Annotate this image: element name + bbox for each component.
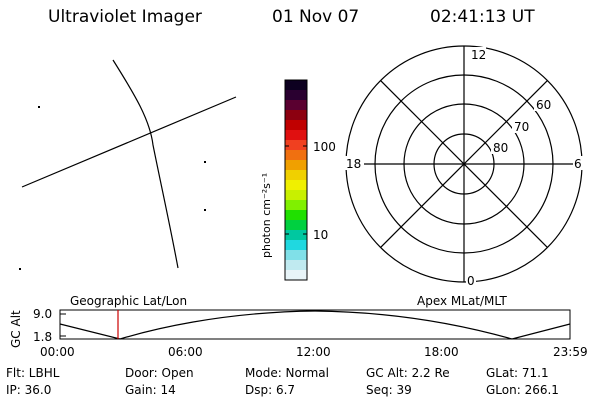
mlt-meridian <box>380 80 548 248</box>
filter-status: Flt: LBHL <box>6 366 60 380</box>
label-backing <box>491 140 509 154</box>
color-bar-segment <box>285 120 307 131</box>
apex-mlat-mlt-label: Apex MLat/MLT <box>417 294 507 308</box>
color-bar-segment <box>285 230 307 241</box>
mlt-label-0: 0 <box>467 274 475 286</box>
y-tick-label-bottom: 1.8 <box>33 330 52 344</box>
label-backing <box>466 275 476 286</box>
colorbar-tick-label: 10 <box>313 228 329 242</box>
label-backing <box>470 47 486 61</box>
label-backing <box>573 156 587 170</box>
date-label: 01 Nov 07 <box>272 7 360 27</box>
color-bar-segment <box>285 170 307 181</box>
color-bar-segment <box>285 220 307 231</box>
color-bar-segment <box>285 110 307 121</box>
geographic-image-panel <box>19 59 237 270</box>
color-bar-segment <box>285 160 307 171</box>
color-bar-segment <box>285 200 307 211</box>
lat-label-80: 80 <box>493 141 508 155</box>
mode-status: Mode: Normal <box>245 366 329 380</box>
gain-status: Gain: 14 <box>125 383 176 397</box>
x-tick-label: 00:00 <box>40 345 75 359</box>
door-status: Door: Open <box>125 366 194 380</box>
mlt-label-12: 12 <box>471 48 486 62</box>
mlt-label-6: 6 <box>574 157 582 171</box>
noise-pixel <box>204 209 206 211</box>
altitude-curve <box>59 310 571 340</box>
label-backing <box>344 156 364 170</box>
x-tick-label: 06:00 <box>168 345 203 359</box>
color-bar-segment <box>285 250 307 261</box>
color-bar-segment <box>285 180 307 191</box>
orbit-altitude-timeline: GC Alt 9.0 1.8 <box>9 307 571 348</box>
color-bar-stack <box>285 80 307 281</box>
color-bar-segment <box>285 80 307 91</box>
seq-status: Seq: 39 <box>366 383 412 397</box>
x-tick-label: 18:00 <box>424 345 459 359</box>
noise-pixel <box>204 161 206 163</box>
latitude-grid-line <box>21 96 237 188</box>
x-tick-label: 23:59 <box>553 345 588 359</box>
instrument-title: Ultraviolet Imager <box>48 7 202 27</box>
label-backing <box>512 119 530 133</box>
color-bar-segment <box>285 260 307 271</box>
lat-label-70: 70 <box>514 120 529 134</box>
y-axis-label: GC Alt <box>9 310 23 348</box>
label-backing <box>534 97 552 111</box>
y-tick-label-top: 9.0 <box>33 307 52 321</box>
glon-status: GLon: 266.1 <box>486 383 559 397</box>
color-bar-segment <box>285 190 307 201</box>
color-bar-segment <box>285 90 307 101</box>
longitude-grid-line <box>112 59 179 269</box>
x-tick-label: 12:00 <box>296 345 331 359</box>
color-bar-segment <box>285 270 307 281</box>
color-bar-segment <box>285 130 307 141</box>
noise-pixel <box>19 268 21 270</box>
ip-status: IP: 36.0 <box>6 383 52 397</box>
color-bar-frame <box>284 79 308 281</box>
color-bar-segment <box>285 210 307 221</box>
gc-altitude-status: GC Alt: 2.2 Re <box>366 366 450 380</box>
colorbar-unit-label: photon cm⁻²s⁻¹ <box>262 173 273 258</box>
color-bar-segment <box>285 150 307 161</box>
mlt-label-18: 18 <box>346 157 361 171</box>
color-bar-segment <box>285 240 307 251</box>
colorbar-tick-label: 100 <box>313 140 336 154</box>
geographic-latlon-label: Geographic Lat/Lon <box>70 294 188 308</box>
dsp-status: Dsp: 6.7 <box>245 383 296 397</box>
noise-pixel <box>38 106 40 108</box>
lat-label-60: 60 <box>536 98 551 112</box>
color-scale-bar: photon cm⁻²s⁻¹ <box>262 79 308 281</box>
color-bar-segment <box>285 140 307 151</box>
glat-status: GLat: 71.1 <box>486 366 549 380</box>
color-bar-segment <box>285 100 307 111</box>
polar-grid-plot: 12 18 6 0 60 70 80 <box>344 45 587 286</box>
time-label: 02:41:13 UT <box>430 7 535 27</box>
